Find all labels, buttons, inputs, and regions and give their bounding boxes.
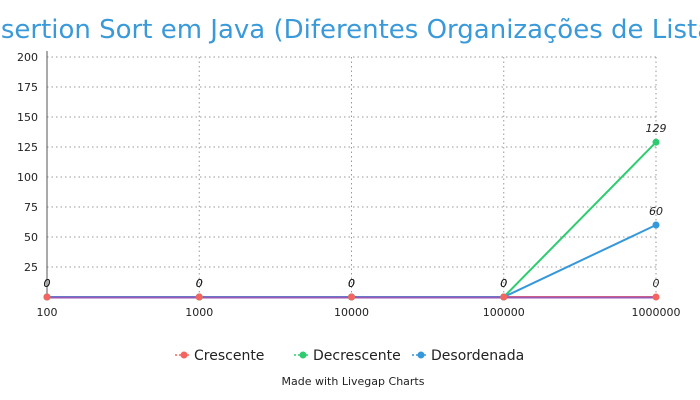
y-tick-label: 75 <box>24 201 38 214</box>
data-label: 0 <box>653 277 660 290</box>
y-tick-label: 200 <box>17 51 38 64</box>
legend-marker-crescente <box>180 351 188 359</box>
x-tick-label: 1000 <box>185 306 213 319</box>
data-point-decrescente <box>652 138 660 146</box>
data-label: 0 <box>196 277 203 290</box>
y-tick-label: 150 <box>17 111 38 124</box>
y-tick-label: 25 <box>24 261 38 274</box>
data-point-crescente <box>652 293 660 301</box>
y-tick-label: 50 <box>24 231 38 244</box>
data-label: 0 <box>44 277 51 290</box>
data-label: 0 <box>196 277 203 290</box>
legend-marker-desordenada <box>417 351 425 359</box>
data-label: 60 <box>649 205 663 218</box>
chart-title: Insertion Sort em Java (Diferentes Organ… <box>0 15 700 45</box>
legend-label-decrescente: Decrescente <box>313 348 401 364</box>
data-label: 0 <box>500 277 507 290</box>
grid <box>47 56 657 297</box>
y-tick-label: 100 <box>17 171 38 184</box>
x-tick-label: 100000 <box>483 306 525 319</box>
data-point-crescente <box>500 293 508 301</box>
data-label: 0 <box>348 277 355 290</box>
data-point-crescente <box>43 293 51 301</box>
data-label: 129 <box>646 122 667 135</box>
x-tick-label: 10000 <box>334 306 369 319</box>
legend-label-crescente: Crescente <box>194 348 264 364</box>
data-label: 0 <box>44 277 51 290</box>
data-label: 0 <box>196 277 203 290</box>
data-label: 0 <box>44 277 51 290</box>
data-point-crescente <box>195 293 203 301</box>
data-point-crescente <box>348 293 355 301</box>
legend: Crescente Decrescente Desordenada <box>175 348 524 364</box>
data-point-desordenada <box>652 221 660 229</box>
series <box>43 138 660 301</box>
data-label: 0 <box>500 277 507 290</box>
legend-marker-decrescente <box>299 351 307 359</box>
data-label: 0 <box>348 277 355 290</box>
y-tick-label: 125 <box>17 141 38 154</box>
data-label: 0 <box>500 277 507 290</box>
x-tick-label: 100 <box>37 306 58 319</box>
axes: 25 50 75 100 125 150 175 200 100 1000 10000 100000 1… <box>17 51 681 319</box>
y-tick-label: 175 <box>17 81 38 94</box>
x-tick-label: 1000000 <box>632 306 681 319</box>
data-label: 0 <box>348 277 355 290</box>
credit-text: Made with Livegap Charts <box>282 375 425 388</box>
legend-label-desordenada: Desordenada <box>431 348 524 364</box>
